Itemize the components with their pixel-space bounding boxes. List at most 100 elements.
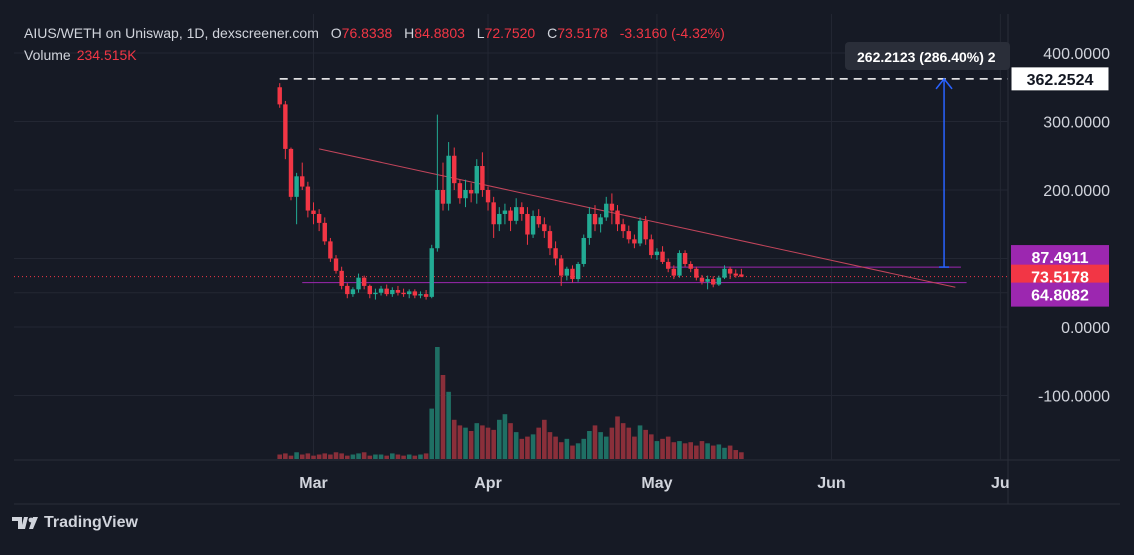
candle-body bbox=[294, 176, 299, 197]
volume-bar bbox=[705, 443, 710, 459]
volume-bar bbox=[356, 453, 361, 459]
volume-bar bbox=[305, 453, 311, 459]
price-tag-last: 73.5178 bbox=[1031, 270, 1089, 287]
candle-body bbox=[570, 268, 575, 280]
candle-body bbox=[643, 220, 648, 240]
candle-body bbox=[429, 248, 434, 297]
candle-body bbox=[632, 239, 637, 244]
volume-bar bbox=[418, 454, 423, 459]
volume-bar bbox=[367, 455, 373, 459]
volume-bar bbox=[575, 443, 581, 459]
candle-body bbox=[587, 213, 592, 238]
volume-bar bbox=[710, 445, 716, 459]
candle-body bbox=[468, 190, 474, 194]
candle-body bbox=[547, 231, 553, 249]
candle-body bbox=[733, 273, 738, 276]
x-tick-label: May bbox=[641, 475, 672, 492]
candle-body bbox=[615, 210, 620, 225]
high-label: H bbox=[404, 25, 415, 41]
candle-body bbox=[716, 277, 722, 285]
volume-bar bbox=[682, 443, 688, 459]
candle-body bbox=[288, 148, 294, 197]
open-value: 76.8338 bbox=[341, 25, 393, 41]
tradingview-brand[interactable]: TradingView bbox=[12, 514, 138, 532]
candle-body bbox=[480, 166, 485, 190]
volume-bar bbox=[739, 452, 744, 459]
volume-bar bbox=[451, 419, 457, 459]
candle-body bbox=[727, 268, 733, 274]
volume-bar bbox=[587, 431, 592, 459]
legend-header: AIUS/WETH on Uniswap, 1D, dexscreener.co… bbox=[24, 24, 725, 42]
candle-body bbox=[654, 251, 660, 256]
volume-bar bbox=[412, 455, 418, 459]
candle-body bbox=[339, 270, 344, 286]
volume-bar bbox=[339, 453, 344, 459]
volume-bar bbox=[626, 427, 632, 459]
candle-body bbox=[739, 274, 744, 277]
candle-body bbox=[705, 279, 710, 282]
volume-bar bbox=[598, 432, 603, 459]
volume-bar bbox=[480, 425, 485, 459]
trendline[interactable] bbox=[319, 148, 956, 288]
volume-bar bbox=[519, 438, 525, 459]
low-value: 72.7520 bbox=[484, 25, 536, 41]
tradingview-logo-icon bbox=[12, 517, 38, 529]
volume-bar bbox=[637, 425, 643, 459]
candle-body bbox=[513, 207, 519, 221]
candle-body bbox=[311, 210, 316, 214]
candle-body bbox=[401, 292, 406, 295]
volume-bar bbox=[542, 419, 547, 459]
candle-body bbox=[699, 277, 705, 282]
candle-body bbox=[305, 186, 311, 211]
candle-body bbox=[378, 288, 384, 293]
low-label: L bbox=[476, 25, 485, 41]
candle-body bbox=[277, 87, 282, 105]
volume-bar bbox=[699, 441, 705, 459]
candle-body bbox=[300, 176, 305, 187]
candle-body bbox=[525, 213, 530, 235]
volume-bar bbox=[502, 414, 508, 459]
candle-body bbox=[418, 294, 423, 296]
price-tag-top-level-bg bbox=[1010, 66, 1110, 92]
price-tag-support: 64.8082 bbox=[1031, 288, 1089, 305]
candle-body bbox=[559, 258, 564, 276]
volume-bar bbox=[440, 375, 446, 459]
candle-body bbox=[553, 248, 558, 259]
volume-bar bbox=[688, 442, 694, 459]
volume-bar bbox=[660, 438, 665, 459]
candle-body bbox=[407, 291, 412, 295]
candle-body bbox=[361, 277, 367, 286]
candle-body bbox=[530, 216, 536, 235]
candle-body bbox=[356, 277, 361, 290]
candle-body bbox=[463, 190, 468, 199]
volume-bar bbox=[463, 427, 468, 459]
volume-bar bbox=[328, 454, 333, 459]
x-tick-label: Apr bbox=[474, 475, 502, 492]
x-tick-label: Ju bbox=[991, 475, 1010, 492]
volume-bar bbox=[677, 441, 682, 459]
candle-body bbox=[485, 190, 491, 203]
volume-bar bbox=[361, 452, 367, 459]
candle-body bbox=[345, 285, 350, 295]
candle-body bbox=[694, 268, 699, 278]
candle-body bbox=[502, 210, 508, 214]
volume-bar bbox=[390, 453, 395, 459]
candle-body bbox=[665, 261, 671, 269]
volume-bar bbox=[299, 454, 305, 459]
candle-body bbox=[581, 237, 586, 264]
volume-bar bbox=[525, 436, 530, 459]
volume-bar bbox=[694, 445, 699, 459]
candle-body bbox=[367, 285, 372, 295]
volume-bar bbox=[603, 436, 609, 459]
volume-bar bbox=[384, 455, 389, 459]
y-tick-label: 0.0000 bbox=[1061, 320, 1110, 337]
candle-body bbox=[508, 210, 513, 221]
volume-bar bbox=[620, 423, 626, 459]
plot-area[interactable] bbox=[14, 14, 1008, 460]
volume-bar bbox=[649, 434, 654, 459]
x-tick-label: Jun bbox=[817, 475, 845, 492]
measure-label-bg bbox=[845, 42, 1010, 70]
volume-bar bbox=[316, 454, 322, 459]
